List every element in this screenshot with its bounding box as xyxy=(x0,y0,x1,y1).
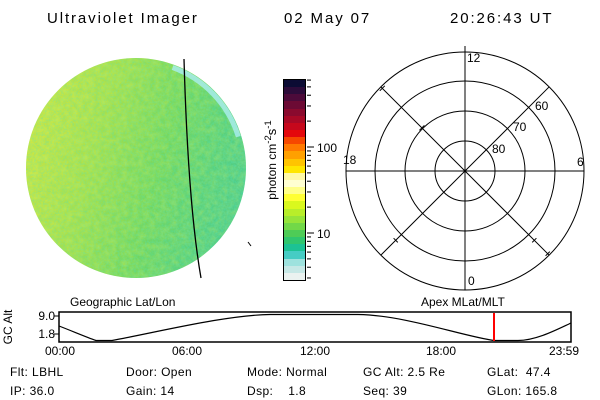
uv-disk-image xyxy=(26,58,252,279)
stray-mark xyxy=(247,241,252,247)
ytick-1.8: 1.8 xyxy=(38,327,55,341)
colorbar-segment xyxy=(284,94,305,102)
spoke-ne xyxy=(464,86,550,172)
header-date: 02 May 07 xyxy=(284,10,372,27)
colorbar-unit-label: photon cm-2s-1 xyxy=(263,120,279,199)
xtick-1200: 12:00 xyxy=(300,344,330,358)
colorbar-segment xyxy=(284,179,305,188)
disk-noise-yellow xyxy=(26,58,246,278)
xtick-0000: 00:00 xyxy=(45,344,75,358)
colorbar-segment xyxy=(284,229,305,238)
mlt-label-0: 0 xyxy=(468,274,475,288)
colorbar-segment xyxy=(284,144,305,152)
mlat-label-60: 60 xyxy=(535,99,549,113)
xtick-1800: 18:00 xyxy=(426,344,456,358)
spoke-se xyxy=(464,170,550,256)
status-row-2: IP: 36.0 Gain: 14 Dsp: 1.8 Seq: 39 GLon:… xyxy=(0,384,600,398)
mlat-label-80: 80 xyxy=(492,142,506,156)
xtick-0600: 06:00 xyxy=(172,344,202,358)
status-gain: Gain: 14 xyxy=(126,384,175,398)
mlat-label-70: 70 xyxy=(513,120,527,134)
colorbar-segment xyxy=(284,237,305,245)
colorbar-segment xyxy=(284,187,305,195)
colorbar-segment xyxy=(284,201,305,209)
status-glat: GLat: 47.4 xyxy=(487,365,551,379)
colorbar-segment xyxy=(284,208,305,216)
colorbar-ticks xyxy=(307,79,314,279)
status-row-1: Flt: LBHL Door: Open Mode: Normal GC Alt… xyxy=(0,365,600,379)
colorbar-tick-10: 10 xyxy=(317,227,331,241)
status-gc-alt: GC Alt: 2.5 Re xyxy=(363,365,446,379)
colorbar-segment xyxy=(284,137,305,145)
orbit-altitude-curve xyxy=(58,313,572,342)
status-ip: IP: 36.0 xyxy=(10,384,55,398)
colorbar-segment xyxy=(284,165,305,173)
spoke-tick xyxy=(419,125,425,131)
status-door: Door: Open xyxy=(126,365,193,379)
spoke-sw xyxy=(380,170,466,256)
colorbar-segment xyxy=(284,115,305,123)
polar-grid xyxy=(345,46,585,291)
header-time: 20:26:43 UT xyxy=(450,10,554,27)
colorbar-segment xyxy=(284,80,305,88)
spoke-tick xyxy=(531,237,537,243)
spoke-nw xyxy=(380,86,466,172)
colorbar-gradient xyxy=(283,79,306,281)
status-dsp: Dsp: 1.8 xyxy=(247,384,307,398)
terminator-line xyxy=(183,58,202,279)
colorbar-segment xyxy=(284,87,305,95)
status-flt: Flt: LBHL xyxy=(10,365,64,379)
colorbar-segment xyxy=(284,101,305,109)
orbit-strip-frame xyxy=(58,311,572,343)
spoke-tick xyxy=(393,237,399,243)
colorbar-segment xyxy=(284,108,305,116)
colorbar-tick-100: 100 xyxy=(317,141,337,155)
colorbar-segment xyxy=(284,244,305,252)
status-mode: Mode: Normal xyxy=(247,365,328,379)
colorbar-segment xyxy=(284,158,305,166)
ytick-9: 9.0 xyxy=(38,309,55,323)
dayglow-limb-arc xyxy=(171,65,241,138)
spoke-tick xyxy=(379,85,386,92)
colorbar-segment xyxy=(284,258,305,266)
colorbar-segment xyxy=(284,265,305,273)
orbit-strip xyxy=(54,311,572,343)
colorbar-segment xyxy=(284,129,305,138)
mlt-label-18: 18 xyxy=(343,153,357,167)
status-seq: Seq: 39 xyxy=(363,384,408,398)
mlt-label-12: 12 xyxy=(467,51,481,65)
strip-title-geo: Geographic Lat/Lon xyxy=(70,295,175,309)
colorbar-segment xyxy=(284,215,305,223)
colorbar-segment xyxy=(284,251,305,259)
colorbar-segment xyxy=(284,222,305,230)
strip-title-apex: Apex MLat/MLT xyxy=(421,295,505,309)
strip-ylabel: GC Alt xyxy=(1,309,15,344)
status-glon: GLon: 165.8 xyxy=(487,384,558,398)
colorbar-segment xyxy=(284,151,305,159)
spoke-tick xyxy=(545,251,551,257)
colorbar-segment xyxy=(284,272,305,280)
colorbar-segment xyxy=(284,122,305,130)
app-title: Ultraviolet Imager xyxy=(47,10,199,27)
colorbar-segment xyxy=(284,194,305,202)
xtick-2359: 23:59 xyxy=(549,344,579,358)
colorbar-segment xyxy=(284,172,305,180)
mlt-label-6: 6 xyxy=(577,155,584,169)
